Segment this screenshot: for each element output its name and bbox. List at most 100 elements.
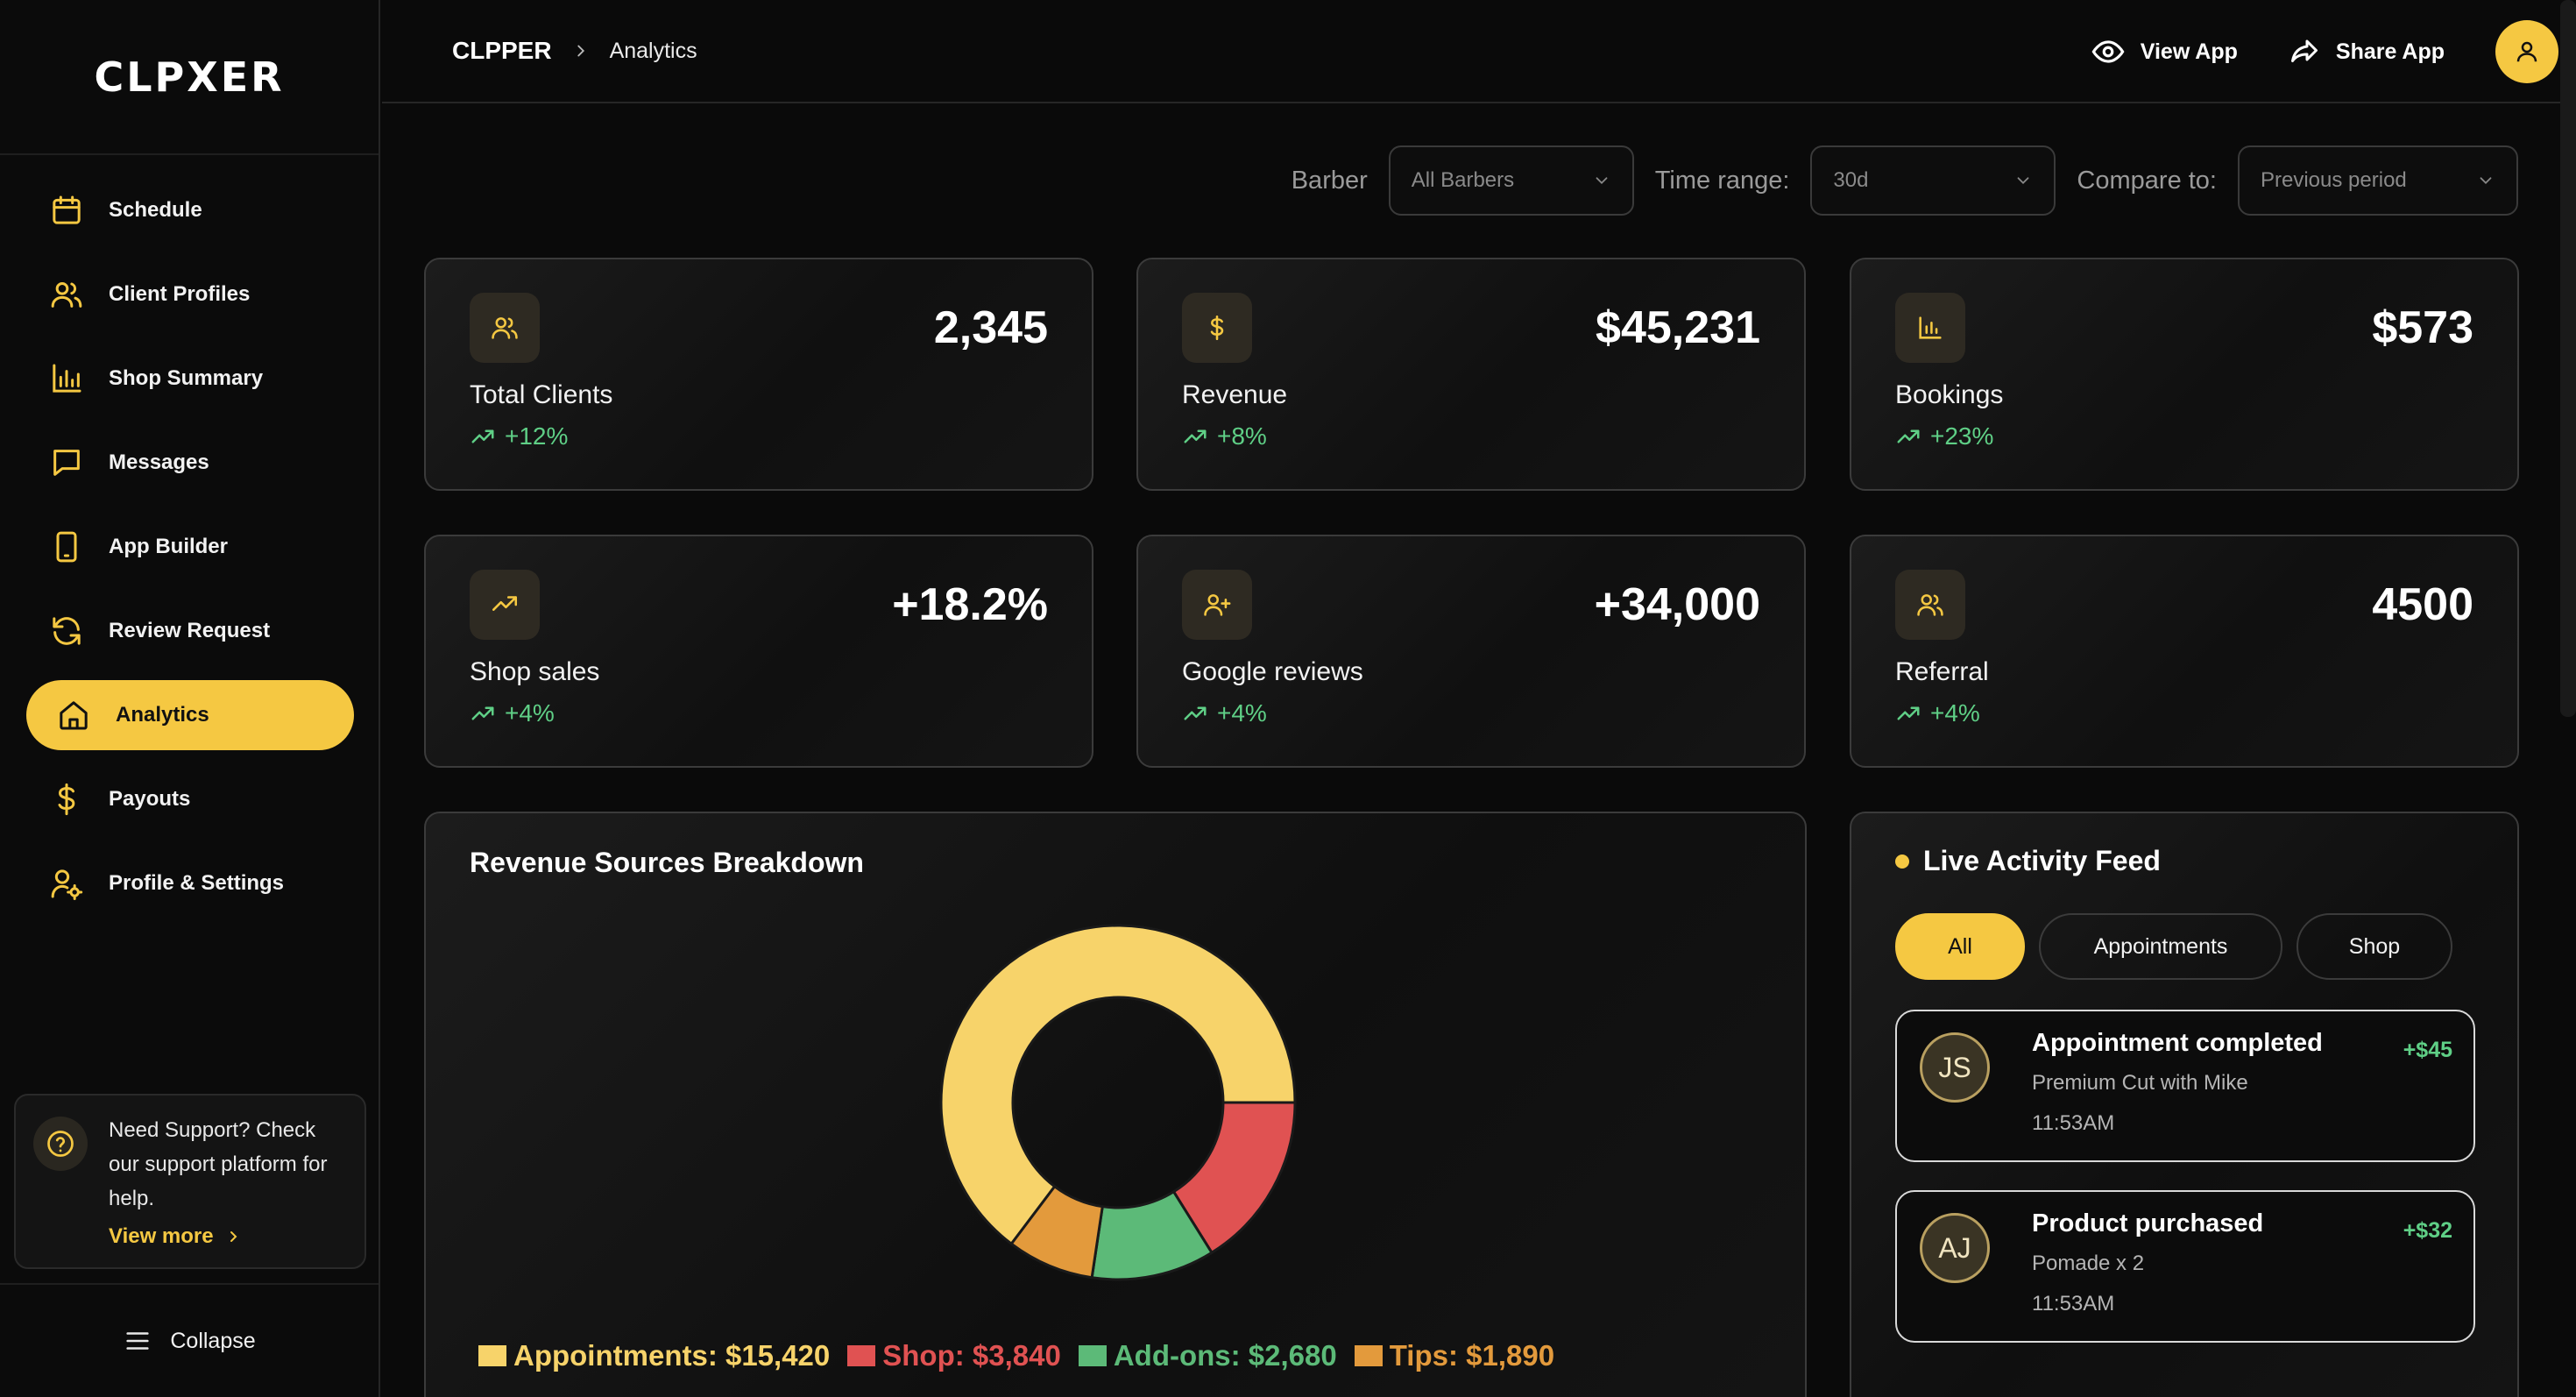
breadcrumb-root[interactable]: CLPPER (452, 37, 552, 64)
legend-label: Tips: $1,890 (1389, 1339, 1555, 1372)
stat-delta: +4% (1895, 699, 1980, 727)
sidebar-item-analytics[interactable]: Analytics (26, 680, 354, 750)
sidebar-item-label: Review Request (109, 619, 271, 642)
activity-item[interactable]: JS Appointment completed Premium Cut wit… (1895, 1010, 2475, 1162)
sidebar-item-label: Analytics (116, 703, 209, 727)
stat-label: Shop sales (470, 657, 600, 686)
logo-text: CLPXER (94, 53, 285, 101)
sidebar-item-profile-settings[interactable]: Profile & Settings (26, 848, 354, 918)
feed-title: Live Activity Feed (1895, 845, 2161, 877)
stat-card-referral: 4500 Referral +4% (1850, 535, 2519, 768)
stat-label: Total Clients (470, 380, 613, 409)
user-icon (2516, 41, 2537, 62)
trend-up-icon (1184, 706, 1207, 720)
stat-delta-value: +8% (1217, 422, 1267, 450)
view-more-link[interactable]: View more (109, 1224, 347, 1249)
sidebar-item-client-profiles[interactable]: Client Profiles (26, 259, 354, 330)
legend-item-appointments: Appointments: $15,420 (478, 1339, 830, 1372)
share-app-button[interactable]: Share App (2289, 36, 2445, 67)
sidebar-item-payouts[interactable]: Payouts (26, 764, 354, 834)
collapse-button[interactable]: Collapse (0, 1283, 379, 1397)
tab-all[interactable]: All (1895, 913, 2025, 980)
time-range-select[interactable]: 30d (1810, 145, 2056, 216)
stat-delta: +4% (470, 699, 555, 727)
stat-card-shop-sales: +18.2% Shop sales +4% (424, 535, 1093, 768)
live-dot-icon (1895, 854, 1909, 869)
stat-label: Referral (1895, 657, 1989, 686)
trend-up-icon (1897, 429, 1920, 443)
view-app-button[interactable]: View App (2091, 35, 2238, 68)
legend-swatch (478, 1345, 506, 1366)
avatar: AJ (1920, 1213, 1990, 1283)
view-more-label: View more (109, 1224, 214, 1248)
stat-value: $45,231 (1596, 302, 1760, 353)
stat-delta: +12% (470, 422, 568, 450)
support-card: Need Support? Check our support platform… (14, 1094, 366, 1269)
stat-label: Google reviews (1182, 657, 1363, 686)
compare-select[interactable]: Previous period (2238, 145, 2518, 216)
sidebar: CLPXER Schedule Client Profiles Shop Sum… (0, 0, 380, 1397)
chevron-down-icon (2018, 177, 2029, 185)
barber-label: Barber (1291, 166, 1368, 195)
activity-time: 11:53AM (2032, 1111, 2115, 1135)
sidebar-item-label: Schedule (109, 198, 202, 222)
legend-swatch (1078, 1345, 1107, 1366)
time-range-label: Time range: (1654, 166, 1790, 195)
legend-item-shop: Shop: $3,840 (847, 1339, 1061, 1372)
stat-delta: +4% (1182, 699, 1267, 727)
trend-up-icon (471, 429, 494, 443)
barber-select[interactable]: All Barbers (1388, 145, 1634, 216)
sidebar-item-label: Messages (109, 450, 209, 474)
sidebar-item-label: App Builder (109, 535, 228, 558)
support-text: Need Support? Check our support platform… (109, 1118, 328, 1210)
users-icon (51, 282, 82, 308)
activity-subtitle: Premium Cut with Mike (2032, 1071, 2248, 1095)
legend-label: Shop: $3,840 (882, 1339, 1061, 1372)
stat-label: Revenue (1182, 380, 1288, 409)
revenue-breakdown-panel: Revenue Sources Breakdown Appointments: … (424, 812, 1807, 1397)
activity-amount: +$45 (2403, 1038, 2452, 1062)
sidebar-item-messages[interactable]: Messages (26, 428, 354, 498)
tab-appointments[interactable]: Appointments (2039, 913, 2282, 980)
chevron-right-icon (577, 45, 584, 57)
stat-card-total-clients: 2,345 Total Clients +12% (424, 258, 1093, 491)
barber-select-value: All Barbers (1411, 168, 1515, 192)
stat-delta: +23% (1895, 422, 1993, 450)
logo[interactable]: CLPXER (0, 0, 379, 155)
sidebar-nav: Schedule Client Profiles Shop Summary Me… (26, 175, 354, 933)
sidebar-item-schedule[interactable]: Schedule (26, 175, 354, 245)
help-circle-icon (33, 1117, 88, 1171)
stat-delta: +8% (1182, 422, 1267, 450)
trend-up-icon (470, 570, 540, 640)
chart-legend: Appointments: $15,420 Shop: $3,840 Add-o… (478, 1339, 1572, 1372)
avatar[interactable] (2495, 20, 2558, 83)
sidebar-item-shop-summary[interactable]: Shop Summary (26, 344, 354, 414)
activity-item[interactable]: AJ Product purchased Pomade x 2 11:53AM … (1895, 1190, 2475, 1343)
dollar-icon (58, 783, 75, 816)
donut-slice-tips[interactable] (1009, 1184, 1104, 1280)
trend-up-icon (1184, 429, 1207, 443)
chevron-down-icon (2480, 177, 2492, 185)
top-bar: CLPPER Analytics View App Share App (382, 0, 2560, 103)
sidebar-item-app-builder[interactable]: App Builder (26, 512, 354, 582)
sidebar-item-label: Profile & Settings (109, 871, 285, 895)
users-icon (470, 293, 540, 363)
activity-amount: +$32 (2403, 1218, 2452, 1243)
message-icon (53, 450, 80, 476)
sidebar-item-review-request[interactable]: Review Request (26, 596, 354, 666)
tab-shop[interactable]: Shop (2296, 913, 2452, 980)
sidebar-item-label: Payouts (109, 787, 191, 811)
breadcrumb-current: Analytics (609, 38, 697, 63)
stat-delta-value: +4% (505, 699, 555, 727)
scrollbar-thumb[interactable] (2560, 0, 2576, 717)
refresh-icon (53, 617, 81, 645)
stat-delta-value: +12% (505, 422, 569, 450)
stat-card-revenue: $45,231 Revenue +8% (1136, 258, 1806, 491)
bar-chart-icon (1895, 293, 1965, 363)
legend-label: Add-ons: $2,680 (1113, 1339, 1337, 1372)
donut-slice-appointments[interactable] (939, 924, 1297, 1246)
activity-title: Product purchased (2032, 1209, 2264, 1237)
header-actions: View App Share App (2091, 0, 2560, 103)
compare-select-value: Previous period (2261, 168, 2407, 192)
time-range-select-value: 30d (1833, 168, 1869, 192)
